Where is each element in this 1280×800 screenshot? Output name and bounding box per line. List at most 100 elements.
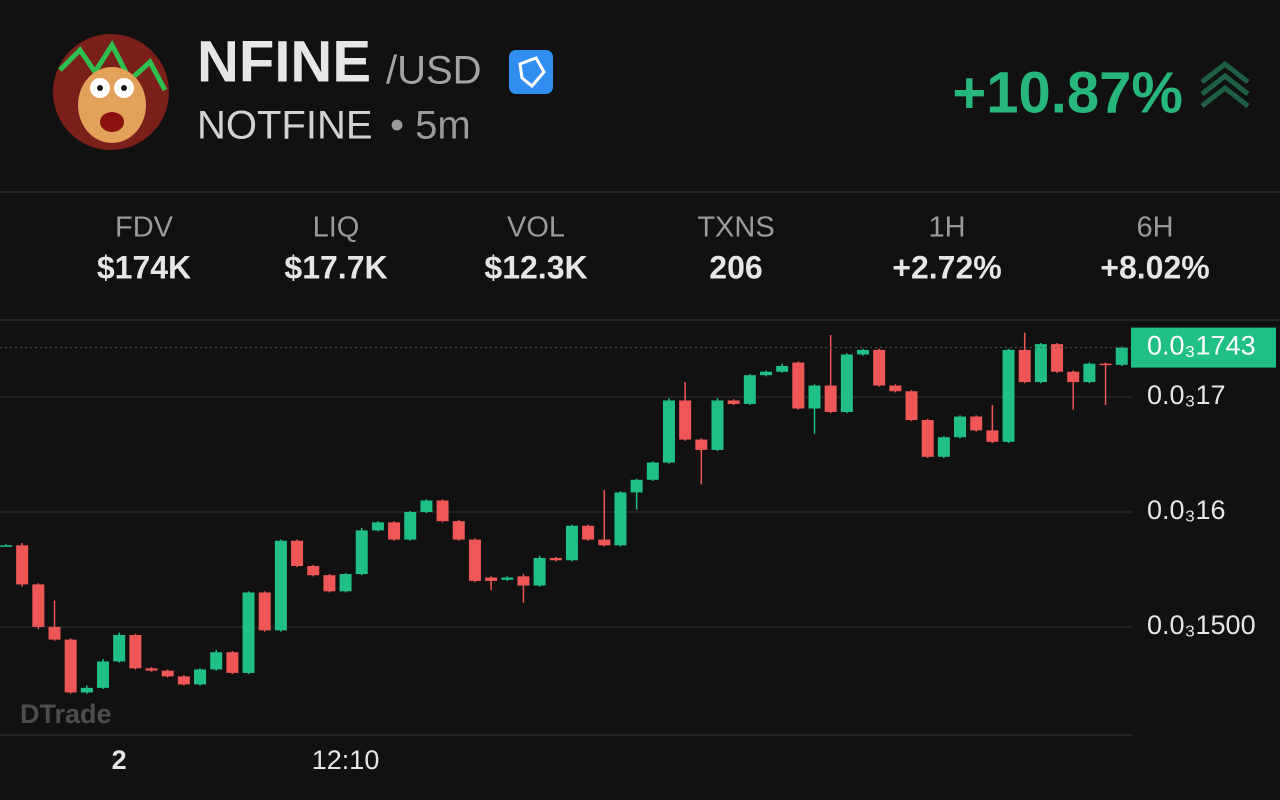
candle-body bbox=[582, 525, 595, 540]
candle-body bbox=[129, 634, 142, 669]
stat-value: $12.3K bbox=[484, 249, 587, 285]
candle-body bbox=[986, 430, 999, 442]
stat-label: 1H bbox=[928, 212, 965, 244]
candle-body bbox=[161, 670, 174, 677]
stat-value: +8.02% bbox=[1100, 249, 1209, 285]
candle-body bbox=[695, 439, 708, 450]
candle-body bbox=[565, 525, 578, 561]
candle-body bbox=[145, 668, 158, 671]
candle-body bbox=[1002, 349, 1015, 442]
stat-label: TXNS bbox=[697, 212, 774, 244]
last-price-label: 0.0₃1743 bbox=[1147, 331, 1256, 361]
price-change: +10.87% bbox=[952, 60, 1183, 125]
candle-body bbox=[177, 676, 190, 685]
quote: /USD bbox=[386, 49, 482, 93]
candle-body bbox=[0, 545, 12, 547]
candle-body bbox=[743, 375, 756, 404]
candle-body bbox=[388, 522, 401, 540]
candle-body bbox=[210, 652, 223, 670]
candle-body bbox=[970, 416, 983, 431]
candle-body bbox=[824, 385, 837, 412]
candle-body bbox=[711, 400, 724, 450]
last-price-tag bbox=[1131, 327, 1276, 368]
candle-body bbox=[420, 500, 433, 512]
stat-label: FDV bbox=[115, 212, 174, 244]
y-tick-label: 0.0₃16 bbox=[1147, 495, 1226, 525]
stat-label: LIQ bbox=[313, 212, 360, 244]
stat-label: 6H bbox=[1136, 212, 1173, 244]
candle-body bbox=[1051, 344, 1064, 372]
candle-body bbox=[226, 652, 239, 673]
candle-body bbox=[646, 462, 659, 480]
candle-body bbox=[598, 539, 611, 546]
trend-chevrons bbox=[1200, 60, 1250, 108]
candle-body bbox=[614, 492, 627, 546]
candle-body bbox=[1067, 371, 1080, 383]
candle-body bbox=[776, 365, 789, 372]
candle-body bbox=[501, 577, 514, 580]
candle-body bbox=[840, 354, 853, 412]
candle-body bbox=[1018, 349, 1031, 383]
candle-body bbox=[630, 479, 643, 493]
candle-body bbox=[307, 566, 320, 576]
candle-body bbox=[80, 687, 93, 693]
candle-body bbox=[937, 437, 950, 457]
chain-badge bbox=[509, 50, 553, 94]
watermark: DTrade bbox=[20, 699, 112, 729]
stat-label: VOL bbox=[507, 212, 565, 244]
candle-body bbox=[1083, 363, 1096, 383]
candle-body bbox=[759, 371, 772, 376]
candle-body bbox=[194, 669, 207, 685]
candle-body bbox=[48, 626, 61, 640]
candle-body bbox=[1099, 363, 1112, 366]
candle-body bbox=[16, 545, 29, 585]
candle-body bbox=[274, 540, 287, 631]
candle-body bbox=[97, 661, 110, 688]
candle-body bbox=[291, 540, 304, 567]
y-tick-label: 0.0₃1500 bbox=[1147, 610, 1256, 640]
candle-body bbox=[371, 522, 384, 531]
candle-body bbox=[792, 362, 805, 409]
candle-body bbox=[355, 530, 368, 575]
candle-body bbox=[436, 500, 449, 522]
stat-value: $17.7K bbox=[284, 249, 387, 285]
candle-body bbox=[921, 420, 934, 457]
token-name: NOTFINE bbox=[197, 104, 373, 148]
candle-body bbox=[727, 400, 740, 404]
x-tick-label: 2 bbox=[112, 745, 127, 775]
candle-body bbox=[258, 592, 271, 631]
stat-value: 206 bbox=[709, 249, 762, 285]
candle-body bbox=[64, 639, 77, 693]
x-tick-label: 12:10 bbox=[312, 745, 380, 775]
candle-body bbox=[468, 539, 481, 581]
y-tick-label: 0.0₃17 bbox=[1147, 380, 1226, 410]
candle-body bbox=[857, 349, 870, 355]
symbol: NFINE bbox=[197, 29, 371, 94]
candle-body bbox=[452, 521, 465, 540]
candle-body bbox=[32, 584, 45, 627]
candle-body bbox=[242, 592, 255, 673]
stat-value: +2.72% bbox=[892, 249, 1001, 285]
token-avatar bbox=[53, 34, 169, 150]
candle-body bbox=[905, 391, 918, 421]
candle-body bbox=[662, 400, 675, 463]
candle-body bbox=[339, 574, 352, 592]
candle-body bbox=[1034, 344, 1047, 383]
candle-body bbox=[533, 557, 546, 586]
candle-body bbox=[889, 385, 902, 392]
candle-body bbox=[808, 385, 821, 409]
candle-body bbox=[1115, 347, 1128, 365]
candle-body bbox=[954, 416, 967, 438]
candle-body bbox=[549, 557, 562, 561]
candle-body bbox=[323, 575, 336, 592]
candle-body bbox=[873, 349, 886, 386]
candle-body bbox=[679, 400, 692, 440]
candle-body bbox=[485, 577, 498, 581]
interval: • 5m bbox=[390, 104, 471, 148]
candle-body bbox=[404, 511, 417, 540]
candle-body bbox=[113, 634, 126, 662]
candle-body bbox=[517, 576, 530, 586]
stat-value: $174K bbox=[97, 249, 191, 285]
